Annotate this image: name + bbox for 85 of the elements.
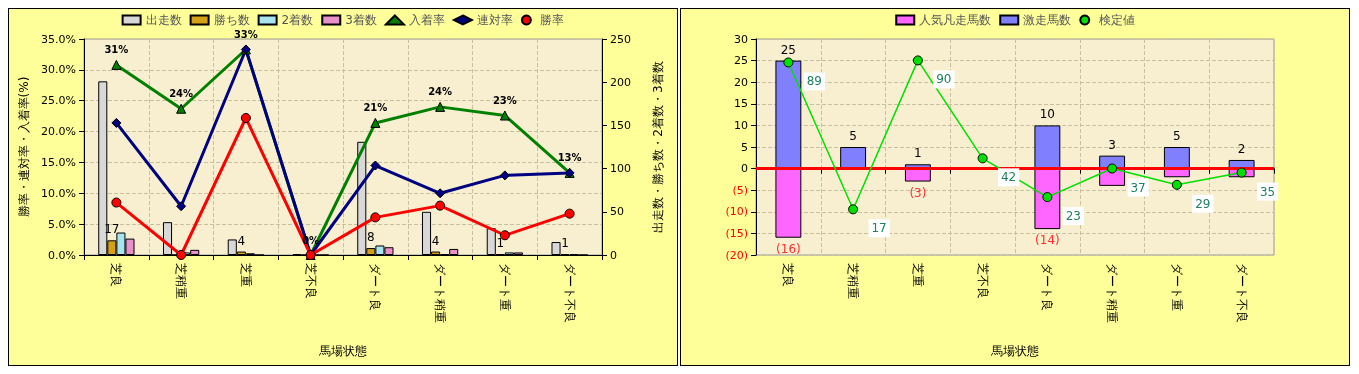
data-label: 29 <box>1195 196 1211 211</box>
data-label: 5 <box>849 129 857 143</box>
y-tick-label: 30.0% <box>41 63 76 77</box>
y-tick-label: 0.0% <box>48 248 76 262</box>
y-tick-label: 20 <box>734 75 748 89</box>
data-label: 35 <box>1259 184 1276 199</box>
y-tick-label: 25.0% <box>41 94 76 108</box>
legend-label: 出走数 <box>145 13 182 27</box>
x-tick-label: ダート良 <box>368 263 383 311</box>
y-tick-label: (5) <box>732 183 748 197</box>
data-label: (14) <box>1035 233 1060 248</box>
legend-label: 検定値 <box>1098 13 1135 27</box>
y2-tick-label: 0 <box>610 248 617 262</box>
y2-tick-label: 100 <box>610 162 631 176</box>
data-label: 42 <box>1000 170 1017 185</box>
data-label: (3) <box>909 185 927 200</box>
y-tick-label: 15.0% <box>41 155 76 169</box>
data-label: 2 <box>1237 141 1246 156</box>
legend-label: 激走馬数 <box>1023 13 1072 27</box>
data-label: 31% <box>104 44 129 56</box>
x-tick-label: ダート不良 <box>1234 263 1249 323</box>
y-tick-label: 5.0% <box>48 217 76 231</box>
y-tick-label: 0 <box>741 162 748 176</box>
x-axis-title: 馬場状態 <box>318 344 367 358</box>
y2-tick-label: 50 <box>610 205 624 219</box>
legend-label: 連対率 <box>476 13 513 27</box>
data-label: 24% <box>428 86 453 98</box>
x-tick-label: 芝稍重 <box>174 263 189 299</box>
y-tick-label: (10) <box>725 205 748 219</box>
y-tick-label: 5 <box>741 140 748 154</box>
data-label: 8 <box>367 230 375 245</box>
data-label: 10 <box>1039 107 1056 122</box>
data-label: 3 <box>1108 137 1116 152</box>
data-label: 1 <box>561 236 569 251</box>
x-tick-label: 芝不良 <box>975 263 990 299</box>
x-tick-label: 芝重 <box>910 263 925 287</box>
y2-axis-title: 出走数・勝ち数・2着数・3着数 <box>651 61 665 233</box>
data-label: 17 <box>871 221 887 236</box>
x-tick-label: ダート稍重 <box>433 263 448 323</box>
y-tick-label: 10 <box>734 118 748 132</box>
y-tick-label: (20) <box>725 248 748 262</box>
data-label: 1 <box>914 146 922 161</box>
data-label: 4 <box>237 233 246 248</box>
legend-label: 勝ち数 <box>213 13 250 27</box>
data-label: 21% <box>363 102 388 114</box>
y-tick-label: 25 <box>734 54 748 68</box>
data-label: 25 <box>780 42 797 57</box>
data-label: 33% <box>233 28 258 40</box>
y-tick-label: 30 <box>734 32 748 46</box>
y-tick-label: 15 <box>734 97 748 111</box>
x-axis-title: 馬場状態 <box>990 344 1039 358</box>
y-tick-label: 35.0% <box>41 32 76 46</box>
data-label: 89 <box>806 74 823 89</box>
legend-label: 3着数 <box>345 13 377 27</box>
x-tick-label: 芝稍重 <box>846 263 861 299</box>
y2-tick-label: 200 <box>610 75 631 89</box>
data-label: 23% <box>492 95 517 107</box>
x-tick-label: 芝良 <box>781 263 796 287</box>
data-label: 13% <box>557 152 582 164</box>
x-tick-label: ダート不良 <box>562 263 577 323</box>
x-tick-label: ダート重 <box>497 263 512 311</box>
data-label: 24% <box>169 88 194 100</box>
x-tick-label: ダート良 <box>1040 263 1055 311</box>
x-tick-label: ダート重 <box>1169 263 1184 311</box>
y-tick-label: 10.0% <box>41 186 76 200</box>
data-label: 90 <box>936 72 952 87</box>
y-axis-title: 勝率・連対率・入着率(%) <box>17 76 32 218</box>
data-label: 5 <box>1173 129 1181 143</box>
x-tick-label: ダート稍重 <box>1105 263 1120 323</box>
legend-label: 勝率 <box>540 13 565 27</box>
data-label: 37 <box>1130 180 1146 195</box>
x-tick-label: 芝良 <box>109 263 124 287</box>
y2-tick-label: 250 <box>610 32 631 46</box>
data-label: 23 <box>1065 209 1082 224</box>
legend-label: 2着数 <box>281 13 314 27</box>
data-label: (16) <box>776 241 801 256</box>
data-label: 1 <box>496 236 505 251</box>
y2-tick-label: 150 <box>610 118 631 132</box>
legend-label: 入着率 <box>408 13 445 27</box>
x-tick-label: 芝重 <box>238 263 253 287</box>
y-tick-label: (15) <box>725 226 748 240</box>
data-label: 4 <box>431 233 440 248</box>
x-tick-label: 芝不良 <box>303 263 318 299</box>
y-tick-label: 20.0% <box>41 125 76 139</box>
legend-label: 人気凡走馬数 <box>919 13 992 27</box>
